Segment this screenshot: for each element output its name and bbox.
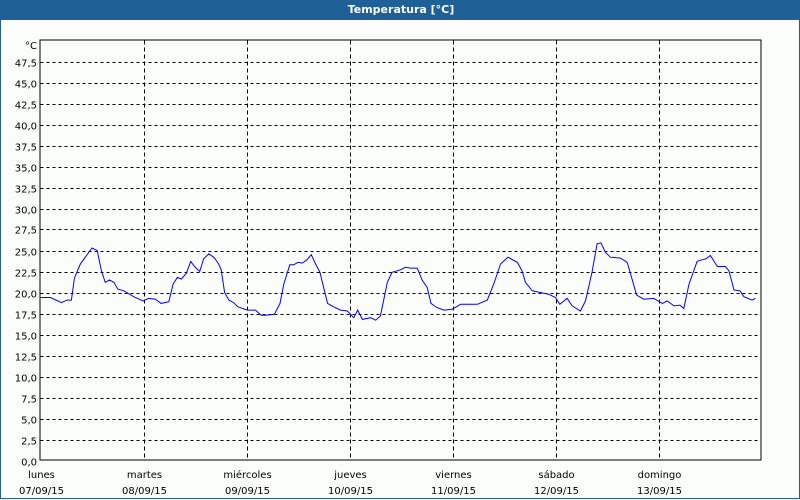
y-tick-label: 12,5	[15, 353, 37, 364]
x-tick-day-label: domingo	[638, 470, 682, 481]
y-tick-label: 37,5	[15, 143, 37, 154]
y-tick-label: 7,5	[21, 395, 37, 406]
y-tick-label: 15,0	[15, 332, 37, 343]
x-tick-day-label: lunes	[28, 470, 55, 481]
y-tick-label: 17,5	[15, 311, 37, 322]
grid	[40, 40, 762, 461]
y-axis-unit-label: °C	[25, 41, 37, 52]
y-tick-label: 27,5	[15, 226, 37, 237]
y-tick-label: 42,5	[15, 101, 37, 112]
x-tick-day-label: viernes	[435, 470, 471, 481]
x-axis: lunes 07/09/15 martes 08/09/15 miércoles 09/0…	[19, 469, 682, 497]
window-title: Temperatura [°C]	[1, 0, 800, 20]
y-tick-label: 40,0	[15, 122, 37, 133]
x-tick-date-label: 07/09/15	[19, 486, 64, 497]
y-tick-label: 35,0	[15, 164, 37, 175]
x-tick-date-label: 09/09/15	[225, 486, 270, 497]
y-tick-label: 32,5	[15, 185, 37, 196]
x-tick-date-label: 10/09/15	[328, 486, 373, 497]
y-tick-label: 0,0	[21, 458, 37, 469]
temperature-series-line	[40, 242, 756, 321]
x-tick-day-label: miércoles	[223, 469, 271, 481]
y-tick-label: 30,0	[15, 206, 37, 217]
y-tick-label: 47,5	[15, 59, 37, 70]
x-tick-date-label: 12/09/15	[534, 486, 579, 497]
x-tick-day-label: jueves	[333, 470, 367, 481]
x-tick-date-label: 11/09/15	[431, 486, 476, 497]
x-tick-date-label: 08/09/15	[122, 486, 167, 497]
x-tick-date-label: 13/09/15	[637, 486, 682, 497]
y-tick-label: 20,0	[15, 290, 37, 301]
data-points	[40, 242, 756, 321]
y-tick-label: 10,0	[15, 374, 37, 385]
y-tick-label: 22,5	[15, 269, 37, 280]
plot-frame	[39, 39, 762, 461]
x-tick-day-label: martes	[127, 470, 162, 481]
y-axis: 0,0 2,5 5,0 7,5 10,0 12,5 15,0 17,5 20,0 22,5 25,0…	[15, 59, 37, 469]
x-tick-day-label: sábado	[538, 469, 574, 481]
y-tick-label: 25,0	[15, 248, 37, 259]
y-tick-label: 45,0	[15, 80, 37, 91]
y-tick-label: 5,0	[21, 416, 37, 427]
y-tick-label: 2,5	[21, 437, 37, 448]
